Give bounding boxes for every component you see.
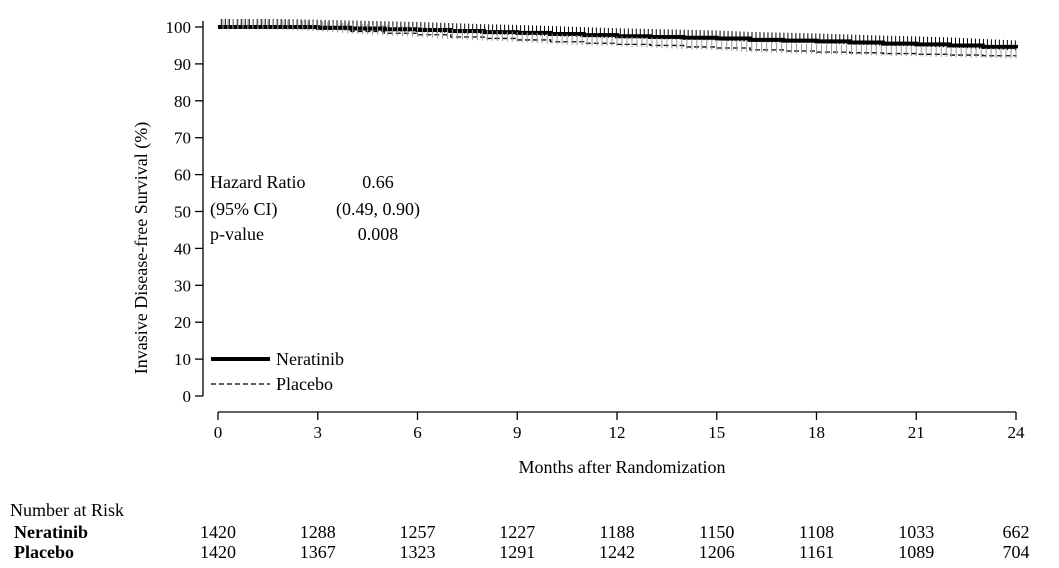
ci-value: (0.49, 0.90) [336, 199, 420, 220]
y-tick-label: 40 [174, 239, 191, 258]
risk-value-placebo: 1089 [898, 542, 934, 562]
x-tick-label: 3 [314, 423, 323, 442]
series-line-placebo [218, 26, 1017, 57]
x-tick-label: 0 [214, 423, 223, 442]
y-tick-label: 60 [174, 166, 191, 185]
censor-marks [220, 19, 1017, 59]
stats-annotation: Hazard Ratio 0.66 (95% CI) (0.49, 0.90) … [210, 172, 420, 244]
x-tick-label: 18 [808, 423, 825, 442]
risk-value-placebo: 704 [1003, 542, 1030, 562]
risk-value-placebo: 1323 [400, 542, 436, 562]
risk-value-neratinib: 1288 [300, 522, 336, 542]
y-tick-label: 10 [174, 350, 191, 369]
risk-values: 1420 1288 1257 1227 1188 1150 1108 1033 662 1420 1… [200, 522, 1030, 562]
y-tick-label: 100 [166, 18, 192, 37]
risk-value-placebo: 1367 [300, 542, 336, 562]
risk-value-placebo: 1206 [699, 542, 735, 562]
hazard-ratio-label: Hazard Ratio [210, 172, 305, 192]
risk-value-neratinib: 1108 [799, 522, 834, 542]
y-tick-label: 20 [174, 313, 191, 332]
risk-value-neratinib: 1188 [599, 522, 634, 542]
legend: Neratinib Placebo [211, 349, 344, 394]
risk-value-placebo: 1291 [499, 542, 535, 562]
p-value-value: 0.008 [358, 224, 399, 244]
risk-value-neratinib: 1420 [200, 522, 236, 542]
risk-row-label-placebo: Placebo [14, 542, 74, 562]
p-value-label: p-value [210, 224, 264, 244]
legend-label-neratinib: Neratinib [276, 349, 344, 369]
y-tick-label: 90 [174, 55, 191, 74]
x-tick-label: 24 [1008, 423, 1026, 442]
x-tick-label: 12 [609, 423, 626, 442]
series [218, 25, 1018, 57]
risk-value-placebo: 1420 [200, 542, 236, 562]
x-tick-label: 6 [413, 423, 422, 442]
risk-value-placebo: 1242 [599, 542, 635, 562]
series-line-neratinib [218, 25, 1018, 49]
risk-value-neratinib: 1150 [699, 522, 734, 542]
y-axis-label: Invasive Disease-free Survival (%) [131, 122, 152, 374]
number-at-risk-table: Number at Risk Neratinib Placebo 1420 128… [10, 500, 1030, 562]
risk-value-neratinib: 1257 [400, 522, 436, 542]
y-tick-label: 70 [174, 129, 191, 148]
risk-table-title: Number at Risk [10, 500, 124, 520]
hazard-ratio-value: 0.66 [362, 172, 394, 192]
y-tick-label: 50 [174, 203, 191, 222]
risk-value-placebo: 1161 [799, 542, 834, 562]
y-tick-label: 0 [183, 387, 192, 406]
x-tick-label: 21 [908, 423, 925, 442]
risk-value-neratinib: 662 [1003, 522, 1030, 542]
risk-value-neratinib: 1227 [499, 522, 535, 542]
legend-label-placebo: Placebo [276, 374, 333, 394]
risk-value-neratinib: 1033 [898, 522, 934, 542]
ci-label: (95% CI) [210, 199, 277, 220]
risk-row-label-neratinib: Neratinib [14, 522, 88, 542]
ticks: 0 10 20 30 40 50 60 70 80 90 100 0 3 6 9 12 15 18 21 24 [166, 18, 1026, 442]
y-tick-label: 80 [174, 92, 191, 111]
x-axis-label: Months after Randomization [519, 457, 726, 477]
x-tick-label: 15 [708, 423, 725, 442]
y-tick-label: 30 [174, 276, 191, 295]
x-tick-label: 9 [513, 423, 522, 442]
